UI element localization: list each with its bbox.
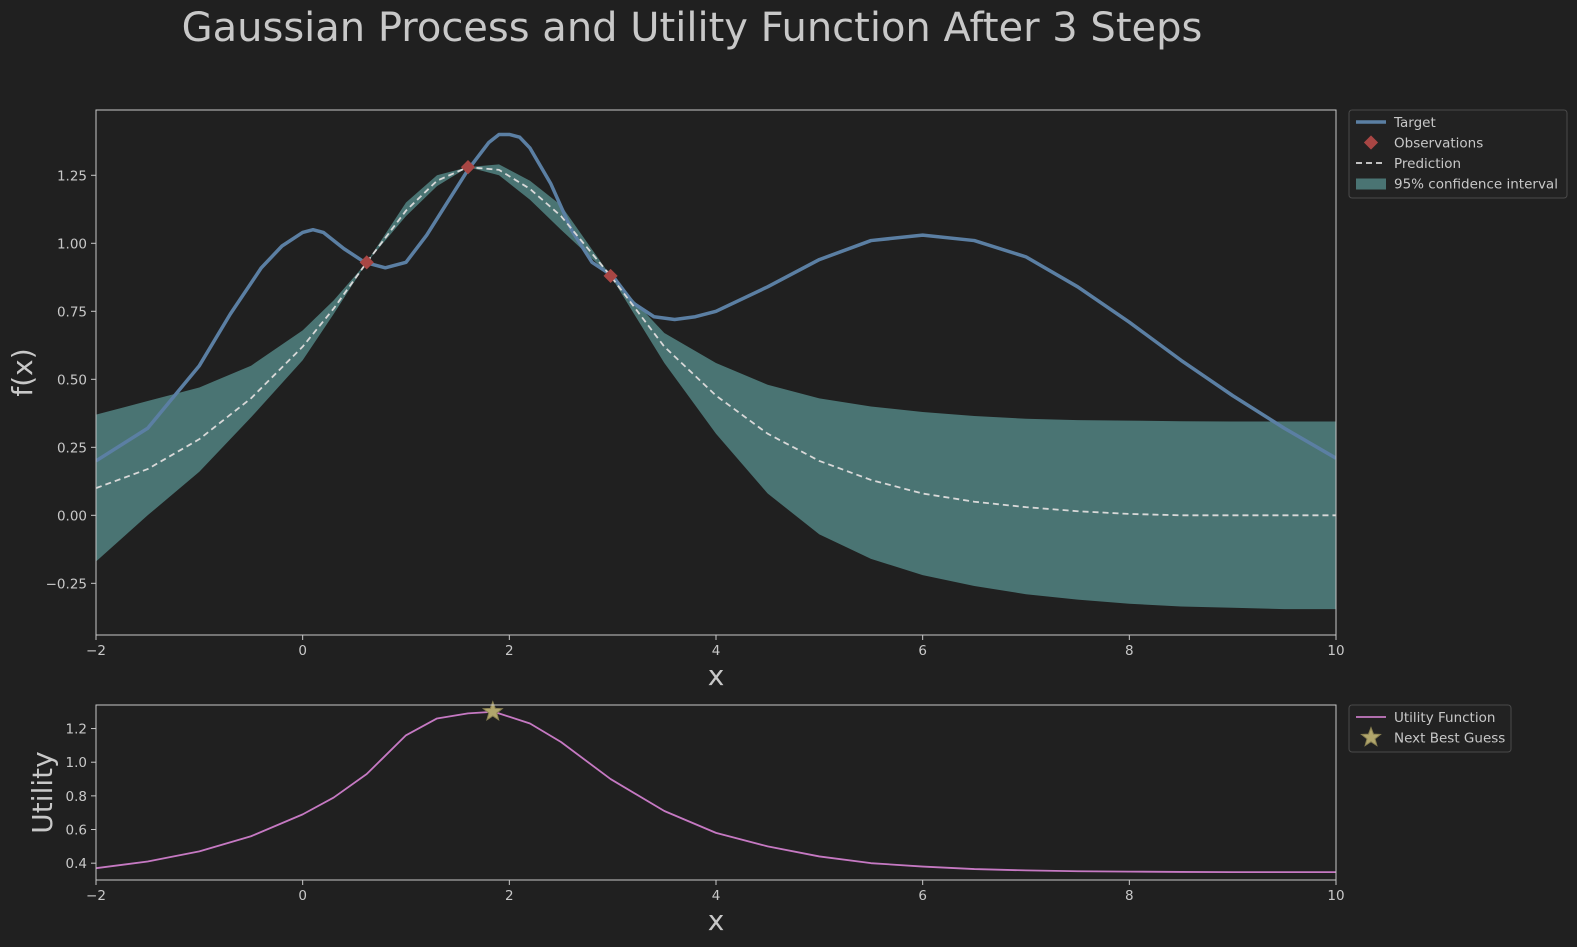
prediction-line [96, 166, 1336, 517]
y-tick-label: 0.00 [57, 508, 87, 524]
plot-area [96, 132, 1336, 610]
y-axis-label: Utility [26, 751, 59, 833]
y-tick-label: −0.25 [46, 576, 87, 592]
x-tick-label: 8 [1125, 643, 1134, 659]
x-tick-label: 6 [918, 643, 927, 659]
legend-label: Next Best Guess [1394, 731, 1505, 747]
plot-area [96, 710, 1336, 873]
y-tick-label: 1.2 [66, 722, 87, 738]
x-tick-label: 2 [505, 643, 514, 659]
y-tick-label: 0.25 [57, 440, 87, 456]
legend-label: 95% confidence interval [1394, 177, 1558, 193]
x-tick-label: −2 [86, 643, 106, 659]
observation-marker [359, 255, 374, 270]
y-axis-label: f(x) [6, 348, 39, 396]
x-axis-label: x [708, 904, 725, 937]
x-tick-label: 0 [298, 888, 307, 904]
legend-label: Prediction [1394, 156, 1461, 172]
x-tick-label: 10 [1327, 643, 1344, 659]
y-tick-label: 0.6 [66, 823, 87, 839]
legend-frame [1348, 109, 1568, 199]
legend: Target Observations Prediction 95% confiden… [1348, 109, 1568, 199]
y-tick-label: 0.50 [57, 372, 87, 388]
legend-label: Observations [1394, 136, 1483, 152]
legend-observation-handle [1363, 135, 1379, 150]
utility-panel: −2 0 2 4 6 8 10 0.4 0.6 0.8 1.0 1.2 x Utility Utility … [26, 700, 1512, 937]
y-tick-label: 1.25 [57, 168, 87, 184]
target-line [96, 132, 1336, 463]
legend-label: Utility Function [1394, 710, 1495, 726]
confidence-band [96, 164, 1336, 610]
gp-panel: −2 0 2 4 6 8 10 −0.25 0.00 0.25 0.50 0.75 1.00 1.25 x f… [6, 109, 1568, 692]
legend-next-guess-handle [1360, 726, 1382, 747]
observation-marker [460, 160, 476, 175]
legend-frame [1348, 704, 1512, 753]
legend: Utility Function Next Best Guess [1348, 704, 1512, 753]
axes-frame [95, 704, 1337, 881]
legend-label: Target [1393, 115, 1436, 131]
x-tick-label: 10 [1327, 888, 1344, 904]
x-tick-label: 4 [712, 888, 721, 904]
x-tick-label: −2 [86, 888, 106, 904]
observation-marker [603, 268, 618, 284]
x-tick-label: 4 [712, 643, 721, 659]
x-tick-label: 6 [918, 888, 927, 904]
y-tick-label: 0.75 [57, 304, 87, 320]
y-tick-label: 1.00 [57, 236, 87, 252]
utility-function-line [96, 710, 1336, 873]
next-best-guess-marker [481, 700, 504, 721]
x-axis-label: x [708, 659, 725, 692]
legend-confidence-handle [1356, 178, 1386, 190]
chart-title: Gaussian Process and Utility Function Af… [182, 5, 1203, 51]
x-tick-label: 8 [1125, 888, 1134, 904]
x-tick-label: 2 [505, 888, 514, 904]
x-tick-label: 0 [298, 643, 307, 659]
y-tick-label: 1.0 [66, 755, 87, 771]
y-tick-label: 0.4 [66, 856, 87, 872]
y-tick-label: 0.8 [66, 789, 87, 805]
